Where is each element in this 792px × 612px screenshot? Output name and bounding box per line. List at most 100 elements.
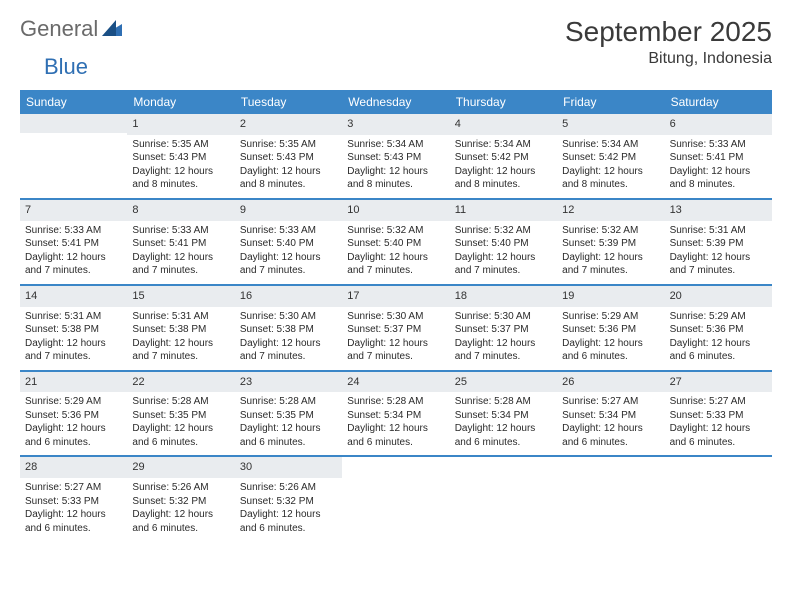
sunrise-text: Sunrise: 5:33 AM (25, 224, 122, 238)
daylight-text: Daylight: 12 hours and 8 minutes. (455, 165, 552, 192)
day-cell: 26Sunrise: 5:27 AMSunset: 5:34 PMDayligh… (557, 372, 664, 456)
day-info: Sunrise: 5:32 AMSunset: 5:39 PMDaylight:… (561, 224, 660, 278)
sunset-text: Sunset: 5:39 PM (562, 237, 659, 251)
sunrise-text: Sunrise: 5:31 AM (670, 224, 767, 238)
daylight-text: Daylight: 12 hours and 7 minutes. (347, 337, 444, 364)
day-cell: 25Sunrise: 5:28 AMSunset: 5:34 PMDayligh… (450, 372, 557, 456)
week-row: 21Sunrise: 5:29 AMSunset: 5:36 PMDayligh… (20, 372, 772, 458)
day-info: Sunrise: 5:32 AMSunset: 5:40 PMDaylight:… (346, 224, 445, 278)
day-info: Sunrise: 5:30 AMSunset: 5:38 PMDaylight:… (239, 310, 338, 364)
day-info: Sunrise: 5:35 AMSunset: 5:43 PMDaylight:… (239, 138, 338, 192)
day-info: Sunrise: 5:28 AMSunset: 5:34 PMDaylight:… (454, 395, 553, 449)
sunset-text: Sunset: 5:40 PM (347, 237, 444, 251)
week-row: 28Sunrise: 5:27 AMSunset: 5:33 PMDayligh… (20, 457, 772, 541)
day-number: 10 (342, 200, 449, 221)
day-cell: 17Sunrise: 5:30 AMSunset: 5:37 PMDayligh… (342, 286, 449, 370)
day-cell: 20Sunrise: 5:29 AMSunset: 5:36 PMDayligh… (665, 286, 772, 370)
sunrise-text: Sunrise: 5:27 AM (670, 395, 767, 409)
day-info: Sunrise: 5:26 AMSunset: 5:32 PMDaylight:… (131, 481, 230, 535)
sunrise-text: Sunrise: 5:32 AM (562, 224, 659, 238)
daylight-text: Daylight: 12 hours and 6 minutes. (132, 508, 229, 535)
weeks-container: 1Sunrise: 5:35 AMSunset: 5:43 PMDaylight… (20, 114, 772, 541)
day-cell: 3Sunrise: 5:34 AMSunset: 5:43 PMDaylight… (342, 114, 449, 198)
daylight-text: Daylight: 12 hours and 6 minutes. (562, 337, 659, 364)
empty-day-header (20, 114, 127, 133)
day-header-thursday: Thursday (450, 90, 557, 114)
day-info: Sunrise: 5:33 AMSunset: 5:40 PMDaylight:… (239, 224, 338, 278)
daylight-text: Daylight: 12 hours and 6 minutes. (25, 508, 122, 535)
daylight-text: Daylight: 12 hours and 6 minutes. (670, 337, 767, 364)
sunset-text: Sunset: 5:37 PM (347, 323, 444, 337)
sunrise-text: Sunrise: 5:29 AM (562, 310, 659, 324)
day-info: Sunrise: 5:26 AMSunset: 5:32 PMDaylight:… (239, 481, 338, 535)
daylight-text: Daylight: 12 hours and 7 minutes. (240, 337, 337, 364)
sunrise-text: Sunrise: 5:30 AM (240, 310, 337, 324)
day-cell (665, 457, 772, 541)
sunset-text: Sunset: 5:36 PM (562, 323, 659, 337)
day-cell: 5Sunrise: 5:34 AMSunset: 5:42 PMDaylight… (557, 114, 664, 198)
day-cell: 4Sunrise: 5:34 AMSunset: 5:42 PMDaylight… (450, 114, 557, 198)
day-number: 14 (20, 286, 127, 307)
sunrise-text: Sunrise: 5:27 AM (25, 481, 122, 495)
sunrise-text: Sunrise: 5:33 AM (240, 224, 337, 238)
title-block: September 2025 Bitung, Indonesia (565, 16, 772, 68)
day-header-monday: Monday (127, 90, 234, 114)
day-number: 17 (342, 286, 449, 307)
day-info: Sunrise: 5:35 AMSunset: 5:43 PMDaylight:… (131, 138, 230, 192)
sunset-text: Sunset: 5:37 PM (455, 323, 552, 337)
day-number: 26 (557, 372, 664, 393)
day-info: Sunrise: 5:29 AMSunset: 5:36 PMDaylight:… (669, 310, 768, 364)
day-header-saturday: Saturday (665, 90, 772, 114)
sunrise-text: Sunrise: 5:32 AM (455, 224, 552, 238)
day-number: 19 (557, 286, 664, 307)
day-cell (342, 457, 449, 541)
daylight-text: Daylight: 12 hours and 7 minutes. (240, 251, 337, 278)
month-title: September 2025 (565, 16, 772, 48)
sunset-text: Sunset: 5:38 PM (240, 323, 337, 337)
daylight-text: Daylight: 12 hours and 6 minutes. (455, 422, 552, 449)
logo-text-general: General (20, 16, 98, 42)
sunset-text: Sunset: 5:36 PM (25, 409, 122, 423)
sunset-text: Sunset: 5:32 PM (132, 495, 229, 509)
sunset-text: Sunset: 5:43 PM (240, 151, 337, 165)
sunset-text: Sunset: 5:36 PM (670, 323, 767, 337)
day-cell: 9Sunrise: 5:33 AMSunset: 5:40 PMDaylight… (235, 200, 342, 284)
day-info: Sunrise: 5:31 AMSunset: 5:38 PMDaylight:… (131, 310, 230, 364)
day-info: Sunrise: 5:32 AMSunset: 5:40 PMDaylight:… (454, 224, 553, 278)
day-number: 25 (450, 372, 557, 393)
day-cell: 24Sunrise: 5:28 AMSunset: 5:34 PMDayligh… (342, 372, 449, 456)
day-number: 18 (450, 286, 557, 307)
day-number: 22 (127, 372, 234, 393)
day-cell: 12Sunrise: 5:32 AMSunset: 5:39 PMDayligh… (557, 200, 664, 284)
sunset-text: Sunset: 5:35 PM (132, 409, 229, 423)
day-info: Sunrise: 5:31 AMSunset: 5:39 PMDaylight:… (669, 224, 768, 278)
sunset-text: Sunset: 5:40 PM (455, 237, 552, 251)
daylight-text: Daylight: 12 hours and 8 minutes. (562, 165, 659, 192)
sunset-text: Sunset: 5:43 PM (347, 151, 444, 165)
sunset-text: Sunset: 5:42 PM (562, 151, 659, 165)
day-cell (20, 114, 127, 198)
sunrise-text: Sunrise: 5:28 AM (455, 395, 552, 409)
day-cell: 23Sunrise: 5:28 AMSunset: 5:35 PMDayligh… (235, 372, 342, 456)
logo-text-blue: Blue (44, 54, 88, 80)
day-info: Sunrise: 5:34 AMSunset: 5:42 PMDaylight:… (454, 138, 553, 192)
sunset-text: Sunset: 5:41 PM (25, 237, 122, 251)
sunset-text: Sunset: 5:43 PM (132, 151, 229, 165)
sunset-text: Sunset: 5:38 PM (132, 323, 229, 337)
daylight-text: Daylight: 12 hours and 7 minutes. (132, 337, 229, 364)
daylight-text: Daylight: 12 hours and 6 minutes. (562, 422, 659, 449)
day-header-friday: Friday (557, 90, 664, 114)
daylight-text: Daylight: 12 hours and 6 minutes. (132, 422, 229, 449)
sunrise-text: Sunrise: 5:35 AM (240, 138, 337, 152)
day-cell: 10 Sunrise: 5:32 AMSunset: 5:40 PMDayligh… (342, 200, 449, 284)
day-cell: 19 Sunrise: 5:29 AMSunset: 5:36 PMDayligh… (557, 286, 664, 370)
daylight-text: Daylight: 12 hours and 6 minutes. (670, 422, 767, 449)
sunrise-text: Sunrise: 5:32 AM (347, 224, 444, 238)
sunrise-text: Sunrise: 5:33 AM (132, 224, 229, 238)
sunrise-text: Sunrise: 5:31 AM (25, 310, 122, 324)
week-row: 14Sunrise: 5:31 AMSunset: 5:38 PMDayligh… (20, 286, 772, 372)
sunrise-text: Sunrise: 5:33 AM (670, 138, 767, 152)
sunset-text: Sunset: 5:33 PM (25, 495, 122, 509)
day-number: 2 (235, 114, 342, 135)
day-number: 1 (127, 114, 234, 135)
